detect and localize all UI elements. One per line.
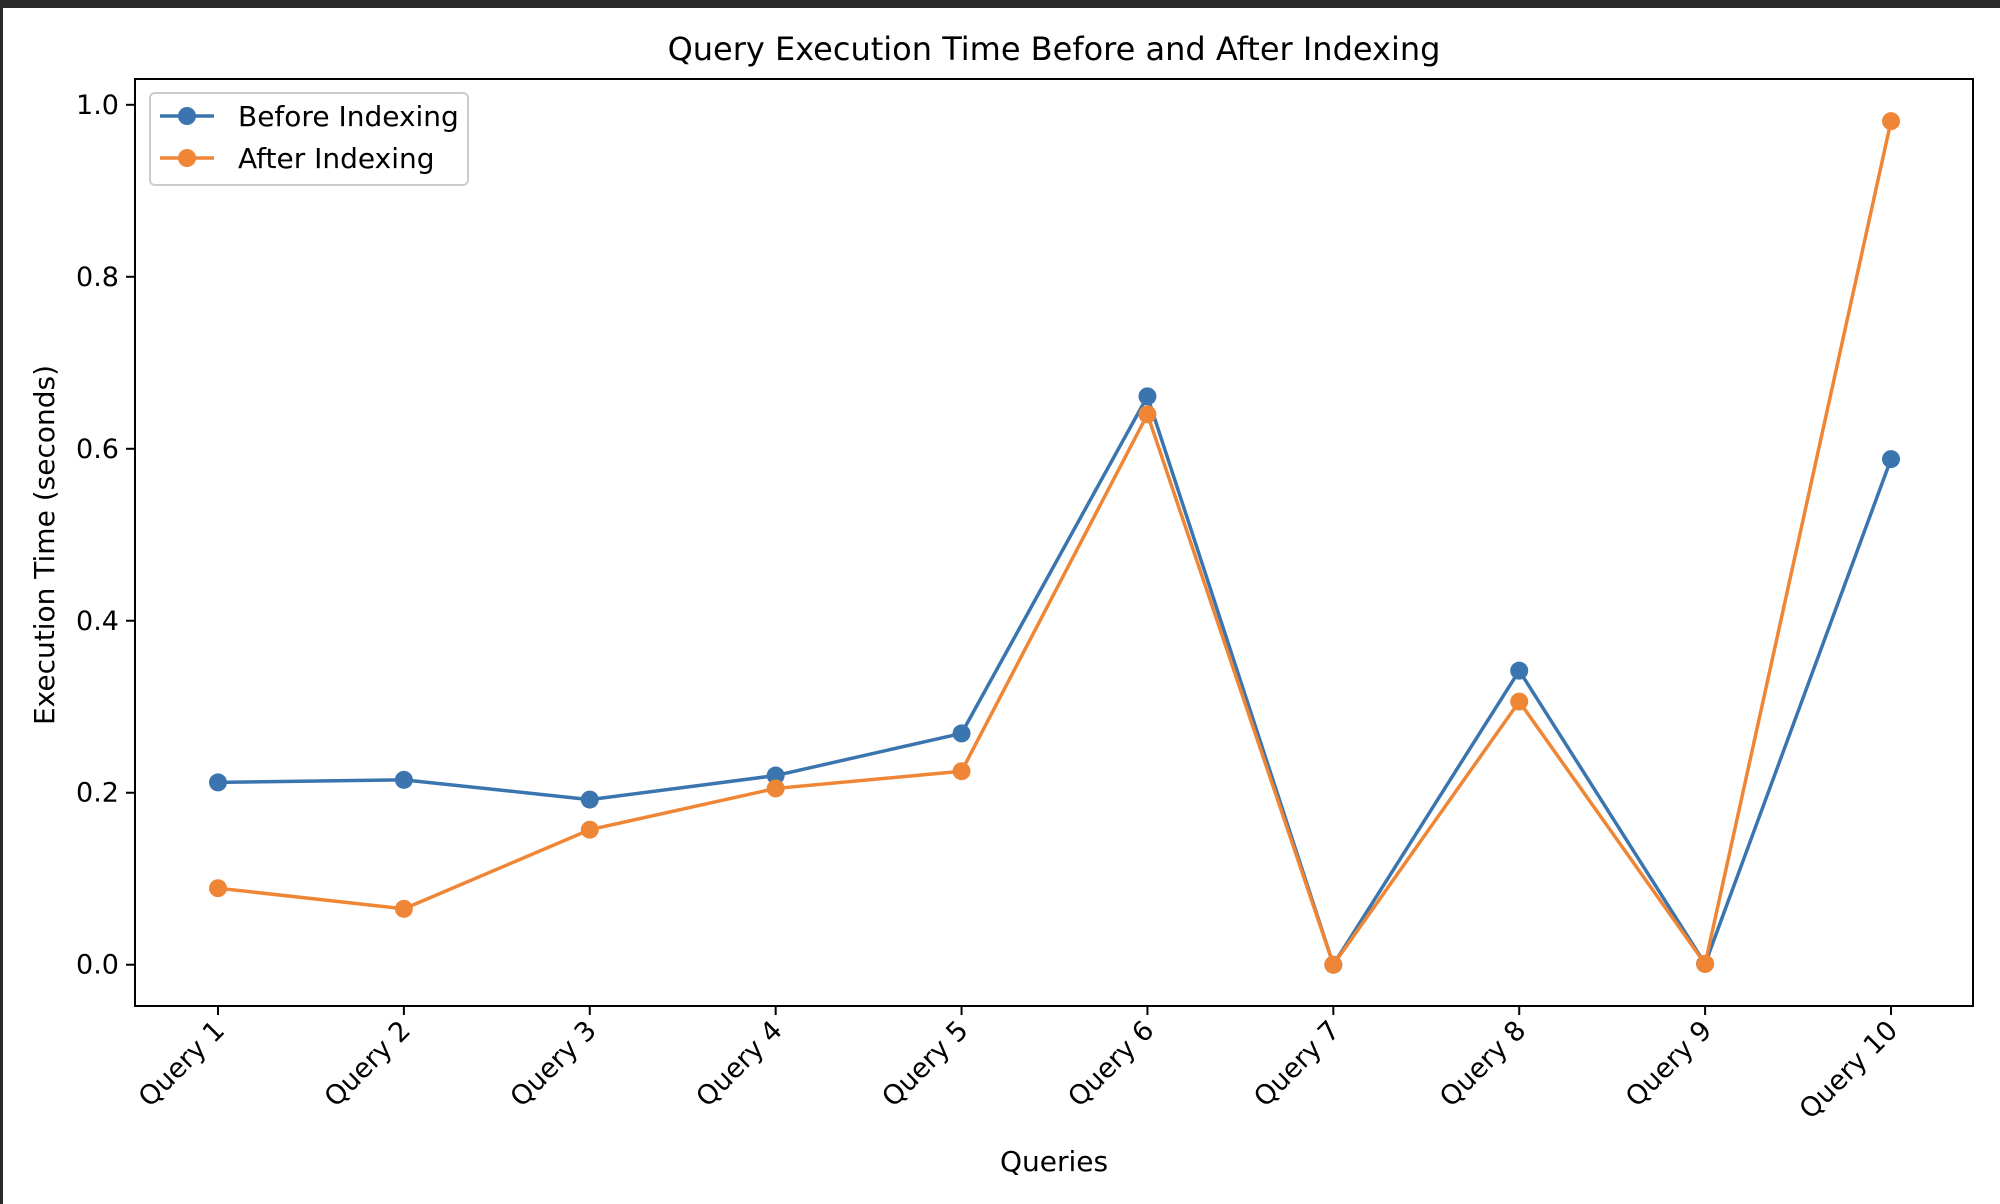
- data-point[interactable]: [580, 790, 599, 809]
- y-tick-label: 0.4: [76, 606, 119, 637]
- x-tick-label: Query 8: [1434, 1015, 1532, 1113]
- legend-entry[interactable]: Before Indexing: [160, 100, 459, 133]
- series-line: [217, 394, 1893, 967]
- data-point[interactable]: [1696, 954, 1715, 973]
- data-point[interactable]: [1138, 405, 1157, 424]
- x-tick-label: Query 5: [876, 1015, 974, 1113]
- legend-label: Before Indexing: [238, 100, 459, 133]
- data-point[interactable]: [1510, 661, 1529, 680]
- data-point[interactable]: [952, 724, 971, 743]
- x-tick-label: Query 4: [690, 1015, 788, 1113]
- data-point[interactable]: [1882, 112, 1900, 131]
- data-point[interactable]: [1138, 387, 1157, 406]
- series-2: [209, 112, 1900, 974]
- y-axis: 0.0 0.2 0.4 0.6 0.8 1.0: [76, 90, 135, 981]
- series-1: [209, 387, 1900, 974]
- data-point[interactable]: [209, 773, 227, 792]
- x-tick-label: Query 3: [505, 1015, 603, 1113]
- data-point[interactable]: [580, 820, 599, 839]
- figure-canvas: [3, 8, 2000, 1204]
- series-layer: [209, 112, 1900, 974]
- y-tick-label: 0.6: [76, 434, 119, 465]
- legend-box: [149, 92, 469, 186]
- legend-marker: [178, 149, 196, 167]
- data-point[interactable]: [209, 879, 227, 898]
- series-line: [217, 120, 1893, 967]
- y-axis-label: Execution Time (seconds): [28, 365, 61, 725]
- y-tick-label: 0.0: [76, 950, 119, 981]
- x-tick-label: Query 6: [1062, 1015, 1160, 1113]
- data-point[interactable]: [1324, 955, 1343, 974]
- x-tick-label: Query 10: [1794, 1015, 1904, 1125]
- x-tick-label: Query 7: [1248, 1015, 1346, 1113]
- x-tick-label: Query 9: [1620, 1015, 1718, 1113]
- y-tick-label: 0.2: [76, 778, 119, 809]
- plot-area: [134, 78, 1974, 1007]
- x-tick-label: Query 1: [133, 1015, 231, 1113]
- x-axis: Query 1 Query 2 Query 3 Query 4 Query 5 Query…: [133, 1006, 1904, 1125]
- data-point[interactable]: [766, 766, 785, 785]
- data-point[interactable]: [394, 899, 413, 918]
- y-tick-label: 1.0: [76, 90, 119, 121]
- y-tick-label: 0.8: [76, 262, 119, 293]
- data-point[interactable]: [766, 779, 785, 798]
- x-tick-label: Query 2: [319, 1015, 417, 1113]
- data-point[interactable]: [1510, 692, 1529, 711]
- legend-entry[interactable]: After Indexing: [160, 142, 435, 175]
- chart-title: Query Execution Time Before and After In…: [668, 30, 1441, 68]
- data-point[interactable]: [952, 762, 971, 781]
- legend[interactable]: Before Indexing After Indexing: [149, 92, 469, 186]
- x-axis-label: Queries: [1000, 1145, 1108, 1178]
- legend-marker: [178, 107, 196, 125]
- data-point[interactable]: [1882, 450, 1900, 469]
- data-point[interactable]: [394, 770, 413, 789]
- legend-label: After Indexing: [238, 142, 435, 175]
